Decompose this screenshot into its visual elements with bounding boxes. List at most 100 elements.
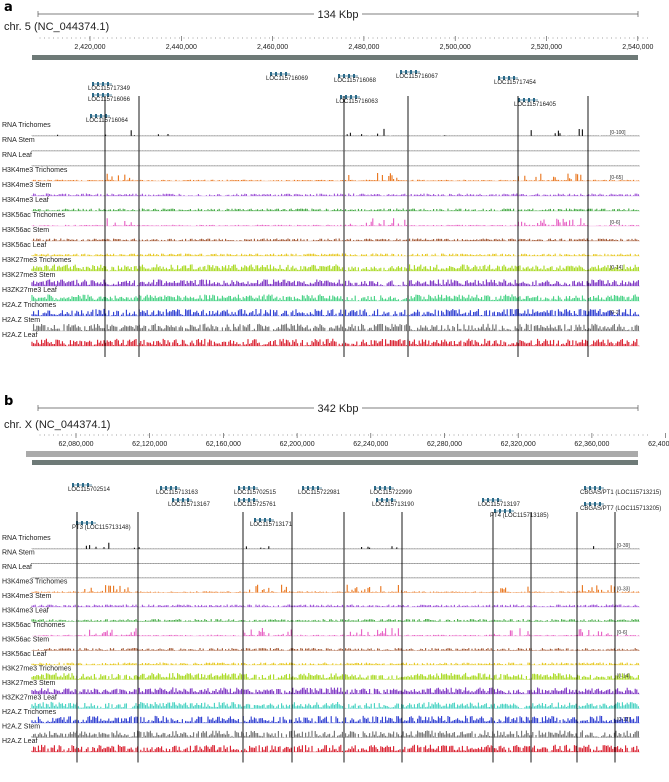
- ruler-tick-label: 62,280,000: [427, 441, 462, 448]
- gene-exon: [91, 521, 93, 525]
- track-label: RNA Leaf: [2, 152, 32, 159]
- gene-label: LOC115716069: [266, 76, 309, 82]
- panel-a: a 134 Kbp chr. 5 (NC_044374.1) 2,420,000 2,4…: [2, 0, 653, 357]
- track-range-label: [0-12]: [617, 717, 630, 723]
- gene-exon: [187, 498, 189, 502]
- gene-model: LOC115713171: [250, 518, 293, 528]
- gene-exon: [508, 76, 510, 80]
- gene-exon: [400, 70, 402, 74]
- gene-exon: [270, 72, 272, 76]
- ruler-tick-label: 2,440,000: [166, 44, 197, 51]
- gene-exon: [340, 95, 342, 99]
- ruler-tick-label: 2,480,000: [348, 44, 379, 51]
- ruler-tick-label: 62,240,000: [353, 441, 388, 448]
- gene-label: LOC115713190: [372, 502, 415, 508]
- gene-exon: [253, 498, 255, 502]
- track-signal: [31, 128, 639, 136]
- track-signal: [31, 193, 639, 196]
- gene-exon: [589, 486, 591, 490]
- gene-label: LOC115713163: [156, 490, 199, 496]
- ruler-tick-label: 2,500,000: [440, 44, 471, 51]
- track-label: H3K4me3 Leaf: [2, 197, 49, 204]
- gene-exon: [102, 93, 104, 97]
- track-signal: [31, 253, 639, 256]
- gene-exon: [160, 486, 162, 490]
- gene-exon: [523, 98, 525, 102]
- track-label: H2A.Z Stem: [2, 724, 40, 731]
- track-label: H3K4me3 Stem: [2, 182, 52, 189]
- gene-exon: [248, 486, 250, 490]
- track-signal: [31, 619, 639, 622]
- gene-exon: [302, 486, 304, 490]
- track-label: RNA Stem: [2, 137, 35, 144]
- ruler-tick-label: 62,360,000: [574, 441, 609, 448]
- gene-exon: [494, 509, 496, 513]
- gene-exon: [379, 486, 381, 490]
- gene-label: LOC115722981: [298, 490, 341, 496]
- track-label: RNA Trichomes: [2, 535, 51, 542]
- gene-label: LOC115716067: [396, 74, 439, 80]
- gene-model: LOC115713197: [478, 498, 521, 508]
- gene-exon: [589, 502, 591, 506]
- gene-exon: [497, 498, 499, 502]
- gene-exon: [384, 486, 386, 490]
- gene-model: LOC115725761: [234, 498, 277, 508]
- gene-model: LOC115722999: [370, 486, 413, 496]
- gene-exon: [487, 498, 489, 502]
- gene-exon: [92, 93, 94, 97]
- gene-exon: [254, 518, 256, 522]
- track-range-label: [0-33]: [617, 587, 630, 593]
- gene-exon: [307, 486, 309, 490]
- scale-bar-label: 134 Kbp: [318, 9, 359, 21]
- gene-label: LOC115722999: [370, 490, 413, 496]
- gene-exon: [238, 498, 240, 502]
- gene-exon: [264, 518, 266, 522]
- scale-bar-label-bg: [314, 8, 362, 20]
- gene-exon: [509, 509, 511, 513]
- track-signal: [31, 338, 639, 346]
- track-label: H3K4me3 Stem: [2, 593, 52, 600]
- gene-exon: [492, 498, 494, 502]
- ruler-tick-label: 62,080,000: [58, 441, 93, 448]
- track-label: H3K56ac Leaf: [2, 651, 46, 658]
- track-range-label: [0-39]: [617, 543, 630, 549]
- gene-exon: [389, 486, 391, 490]
- gene-exon: [172, 498, 174, 502]
- gene-exon: [82, 483, 84, 487]
- track-range-label: [0-6]: [610, 220, 621, 226]
- gene-exon: [355, 95, 357, 99]
- gene-exon: [243, 498, 245, 502]
- track-label: H3ZK27me3 Leaf: [2, 287, 57, 294]
- gene-exon: [374, 486, 376, 490]
- gene-exon: [95, 114, 97, 118]
- gene-exon: [343, 74, 345, 78]
- chromosome-bar: [32, 55, 638, 60]
- gene-label: LOC115716405: [514, 102, 557, 108]
- ruler-tick-label: 62,200,000: [280, 441, 315, 448]
- gene-exon: [269, 518, 271, 522]
- track-signal: [31, 648, 639, 651]
- track-signal: [31, 687, 639, 694]
- gene-exon: [87, 483, 89, 487]
- track-signal: [31, 294, 639, 301]
- gene-exon: [353, 74, 355, 78]
- gene-exon: [594, 502, 596, 506]
- gene-exon: [275, 72, 277, 76]
- cytoband-bar: [26, 451, 638, 457]
- track-signal: [31, 208, 639, 211]
- gene-model: LOC115713163: [156, 486, 199, 496]
- gene-model: LOC115716067: [396, 70, 439, 80]
- gene-exon: [317, 486, 319, 490]
- chromosome-label: chr. X (NC_044374.1): [4, 419, 110, 431]
- track-signal: [31, 584, 639, 593]
- ruler-tick-label: 62,160,000: [206, 441, 241, 448]
- track-label: H2A.Z Leaf: [2, 332, 37, 339]
- gene-model: LOC115702514: [68, 483, 111, 493]
- gene-exon: [381, 498, 383, 502]
- gene-label: PT4 (LOC115713185): [490, 513, 549, 519]
- track-signal: [31, 715, 639, 723]
- panel-b: b 342 Kbp chr. X (NC_044374.1) 62,080,000 62…: [2, 394, 669, 763]
- track-label: H3K56ac Stem: [2, 637, 49, 644]
- chromosome-label: chr. 5 (NC_044374.1): [4, 21, 109, 33]
